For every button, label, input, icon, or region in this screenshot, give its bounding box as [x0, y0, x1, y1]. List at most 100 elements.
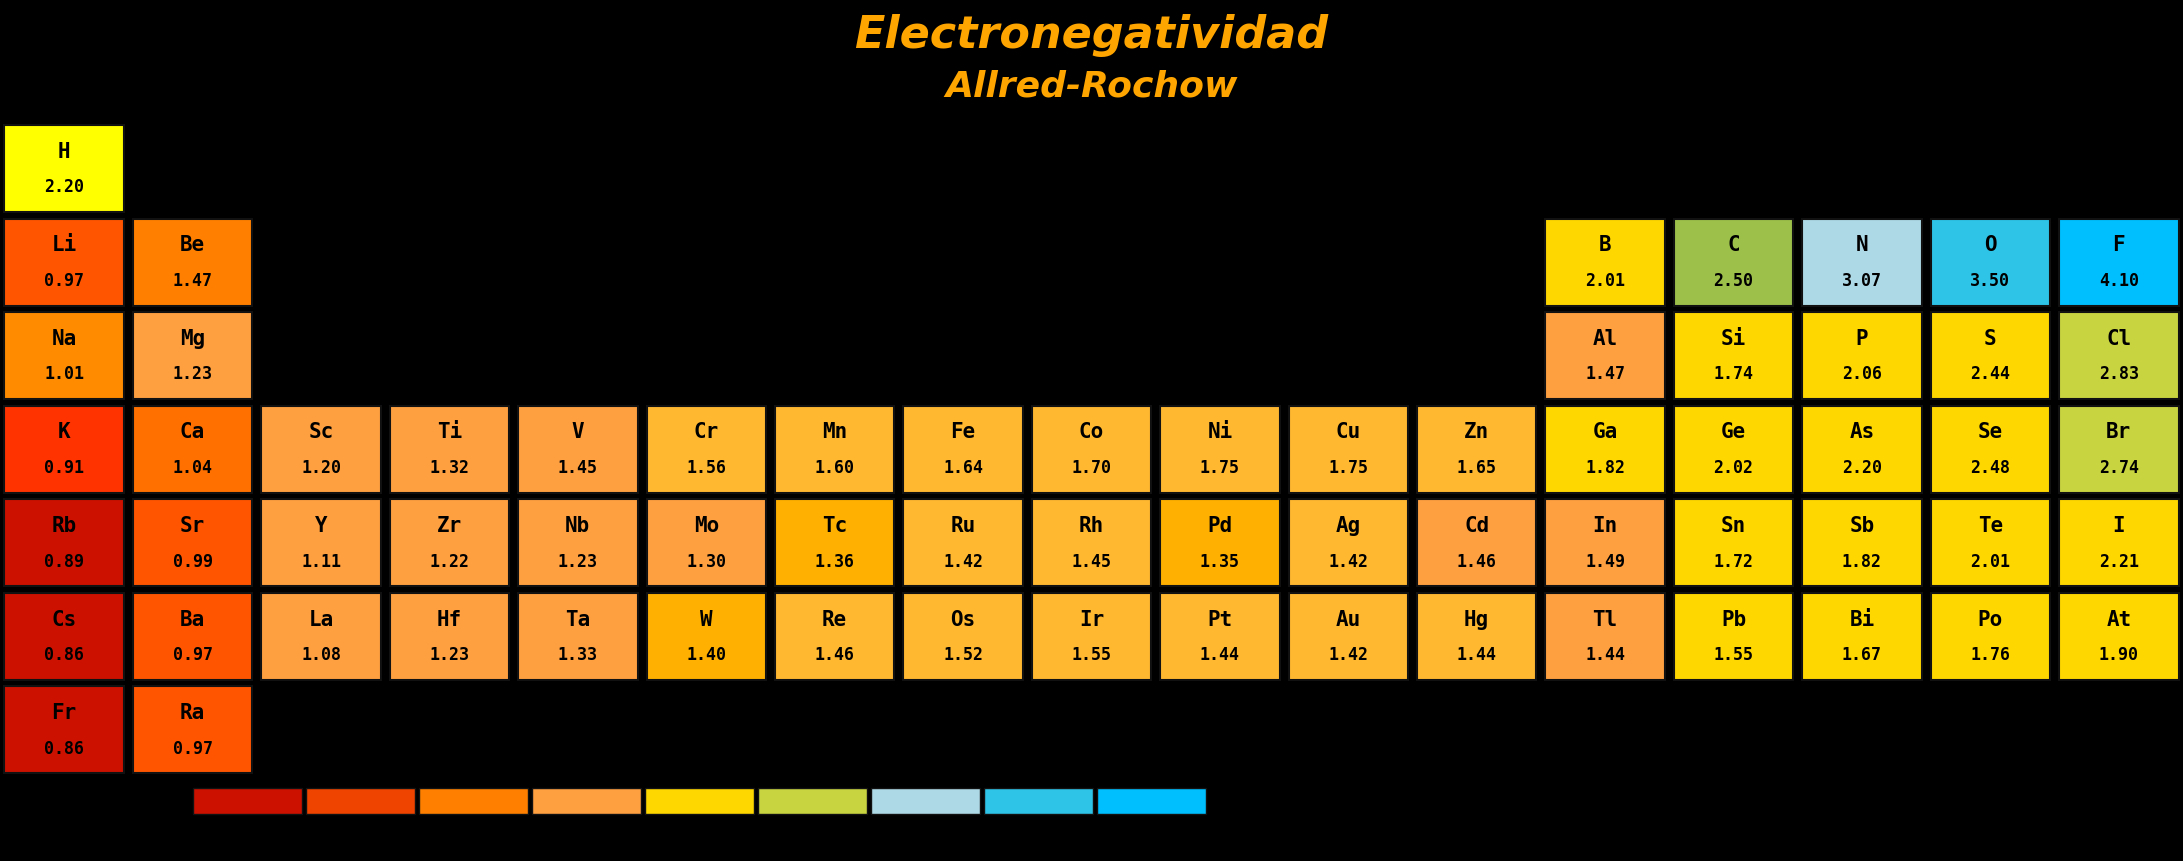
Text: Na: Na	[52, 329, 76, 349]
FancyBboxPatch shape	[904, 406, 1024, 492]
Text: Sr: Sr	[179, 516, 205, 536]
FancyBboxPatch shape	[1288, 593, 1408, 680]
FancyBboxPatch shape	[4, 406, 124, 492]
FancyBboxPatch shape	[758, 788, 867, 815]
FancyBboxPatch shape	[1674, 312, 1792, 400]
Text: N: N	[1856, 235, 1869, 255]
FancyBboxPatch shape	[133, 499, 253, 586]
Text: 2.74: 2.74	[2098, 459, 2139, 477]
Text: 1.75: 1.75	[1201, 459, 1240, 477]
Text: 1.11: 1.11	[301, 553, 341, 571]
Text: Cd: Cd	[1465, 516, 1489, 536]
Text: Hg: Hg	[1465, 610, 1489, 629]
Text: 1.42: 1.42	[943, 553, 982, 571]
Text: Rb: Rb	[52, 516, 76, 536]
Text: 1.65: 1.65	[1456, 459, 1498, 477]
Text: Mg: Mg	[179, 329, 205, 349]
Text: 2.01: 2.01	[1585, 272, 1624, 290]
Text: Cl: Cl	[2107, 329, 2131, 349]
Text: 1.32: 1.32	[430, 459, 469, 477]
Text: Co: Co	[1078, 423, 1105, 443]
Text: Tc: Tc	[823, 516, 847, 536]
Text: Pd: Pd	[1207, 516, 1233, 536]
Text: 1.75: 1.75	[1327, 459, 1369, 477]
Text: Se: Se	[1978, 423, 2004, 443]
Text: 2.02: 2.02	[1714, 459, 1753, 477]
FancyBboxPatch shape	[775, 593, 895, 680]
FancyBboxPatch shape	[517, 593, 637, 680]
FancyBboxPatch shape	[2059, 219, 2179, 306]
FancyBboxPatch shape	[4, 499, 124, 586]
Text: Allred-Rochow: Allred-Rochow	[945, 69, 1238, 103]
Text: 1.56: 1.56	[685, 459, 727, 477]
FancyBboxPatch shape	[646, 499, 766, 586]
FancyBboxPatch shape	[985, 788, 1094, 815]
FancyBboxPatch shape	[775, 499, 895, 586]
Text: 0.86: 0.86	[44, 740, 85, 758]
Text: Nb: Nb	[565, 516, 589, 536]
Text: 1.82: 1.82	[1842, 553, 1882, 571]
Text: 1.55: 1.55	[1714, 646, 1753, 664]
Text: V: V	[572, 423, 585, 443]
FancyBboxPatch shape	[133, 593, 253, 680]
FancyBboxPatch shape	[133, 406, 253, 492]
Text: 1.74: 1.74	[1714, 365, 1753, 383]
Text: In: In	[1594, 516, 1618, 536]
Text: Pt: Pt	[1207, 610, 1233, 629]
Text: H: H	[59, 141, 70, 162]
Text: 4.10: 4.10	[2098, 272, 2139, 290]
FancyBboxPatch shape	[1546, 406, 1666, 492]
FancyBboxPatch shape	[904, 593, 1024, 680]
FancyBboxPatch shape	[192, 788, 301, 815]
FancyBboxPatch shape	[1288, 406, 1408, 492]
Text: Re: Re	[823, 610, 847, 629]
Text: 1.40: 1.40	[685, 646, 727, 664]
FancyBboxPatch shape	[1546, 219, 1666, 306]
FancyBboxPatch shape	[262, 593, 380, 680]
Text: Bi: Bi	[1849, 610, 1875, 629]
FancyBboxPatch shape	[1033, 593, 1150, 680]
FancyBboxPatch shape	[1803, 406, 1921, 492]
FancyBboxPatch shape	[419, 788, 528, 815]
Text: 1.36: 1.36	[814, 553, 856, 571]
Text: B: B	[1598, 235, 1611, 255]
Text: 1.47: 1.47	[172, 272, 212, 290]
Text: 1.30: 1.30	[685, 553, 727, 571]
FancyBboxPatch shape	[1674, 593, 1792, 680]
Text: 0.91: 0.91	[44, 459, 85, 477]
Text: 1.08: 1.08	[301, 646, 341, 664]
FancyBboxPatch shape	[1803, 312, 1921, 400]
Text: 0.86: 0.86	[44, 646, 85, 664]
Text: 1.22: 1.22	[430, 553, 469, 571]
Text: 1.90: 1.90	[2098, 646, 2139, 664]
Text: Li: Li	[52, 235, 76, 255]
Text: 1.44: 1.44	[1456, 646, 1498, 664]
Text: Ti: Ti	[437, 423, 463, 443]
Text: 1.72: 1.72	[1714, 553, 1753, 571]
Text: 1.42: 1.42	[1327, 553, 1369, 571]
FancyBboxPatch shape	[2059, 593, 2179, 680]
Text: Electronegatividad: Electronegatividad	[854, 14, 1329, 57]
FancyBboxPatch shape	[1803, 593, 1921, 680]
Text: 1.46: 1.46	[1456, 553, 1498, 571]
FancyBboxPatch shape	[644, 788, 753, 815]
Text: 2.50: 2.50	[1714, 272, 1753, 290]
FancyBboxPatch shape	[1674, 406, 1792, 492]
Text: Ge: Ge	[1720, 423, 1746, 443]
FancyBboxPatch shape	[1803, 219, 1921, 306]
Text: 2.48: 2.48	[1971, 459, 2011, 477]
Text: Rh: Rh	[1078, 516, 1105, 536]
Text: Hf: Hf	[437, 610, 463, 629]
Text: Ga: Ga	[1594, 423, 1618, 443]
FancyBboxPatch shape	[262, 406, 380, 492]
Text: Po: Po	[1978, 610, 2004, 629]
Text: 1.01: 1.01	[44, 365, 85, 383]
Text: 2.44: 2.44	[1971, 365, 2011, 383]
Text: F: F	[2113, 235, 2124, 255]
FancyBboxPatch shape	[1930, 593, 2050, 680]
Text: Sn: Sn	[1720, 516, 1746, 536]
Text: 1.82: 1.82	[1585, 459, 1624, 477]
Text: Sb: Sb	[1849, 516, 1875, 536]
FancyBboxPatch shape	[1159, 406, 1279, 492]
Text: 1.52: 1.52	[943, 646, 982, 664]
